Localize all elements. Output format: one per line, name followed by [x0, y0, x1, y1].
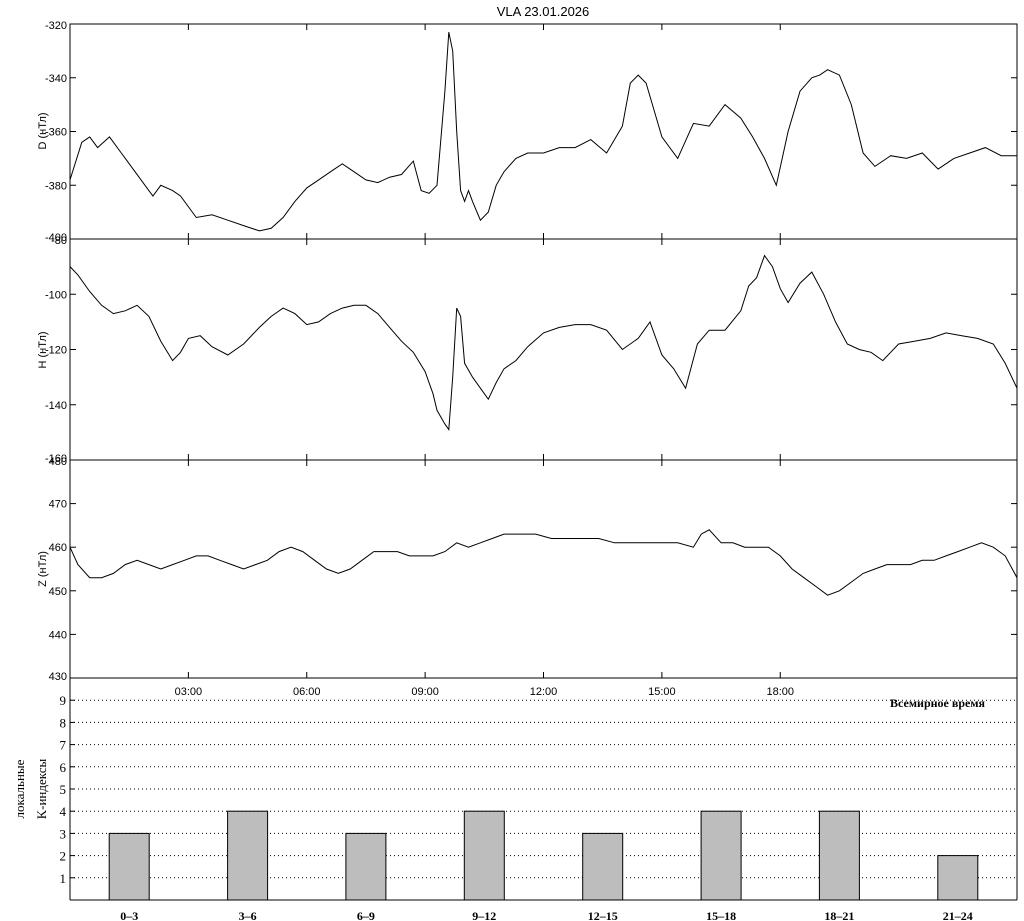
panel-z: Z (нТл) 430 440 450 460 470 480 — [37, 456, 1018, 683]
panel-z-xticks — [187, 460, 781, 678]
ytick-label: -120 — [45, 345, 67, 357]
panel-z-ylabel: Z (нТл) — [37, 551, 49, 587]
ytick-label: -360 — [45, 127, 67, 139]
ytick-label: 460 — [49, 542, 67, 554]
ytick-label: 430 — [49, 671, 67, 683]
ytick-label: -400 — [45, 232, 67, 244]
k-index-bar — [818, 810, 860, 901]
k-ylabel-line1: локальные — [12, 759, 27, 818]
ytick-label: -100 — [45, 289, 67, 301]
k-ylabel-line2: K-индексы — [34, 758, 49, 819]
k-index-bar — [582, 832, 624, 901]
k-ytick-label: 7 — [60, 738, 67, 753]
k-category-label: 3–6 — [239, 909, 257, 921]
k-ytick-label: 1 — [60, 871, 67, 886]
k-index-categories: 0–3 3–6 6–9 9–12 12–15 15–18 18–21 21–24 — [120, 909, 973, 921]
k-category-label: 0–3 — [120, 909, 138, 921]
k-category-label: 18–21 — [824, 909, 854, 921]
panel-h-xticks — [187, 239, 781, 460]
chart-title: VLA 23.01.2026 — [497, 4, 590, 19]
panel-h-frame — [69, 238, 1018, 461]
panel-z-trace — [69, 529, 1018, 596]
k-ytick-label: 3 — [60, 826, 67, 841]
ytick-label: 450 — [49, 586, 67, 598]
ytick-label: -80 — [51, 235, 67, 247]
k-ytick-label: 6 — [60, 760, 67, 775]
k-ytick-label: 8 — [60, 715, 67, 730]
ytick-label: -380 — [45, 180, 67, 192]
k-category-label: 9–12 — [472, 909, 496, 921]
time-tick-label: 12:00 — [530, 686, 558, 698]
panel-d-yticks: -400 -380 -360 -340 -320 — [45, 20, 1017, 244]
panel-h: H (нТл) -160 -140 -120 -100 -80 — [37, 235, 1018, 465]
ytick-label: -140 — [45, 400, 67, 412]
k-index-bar — [937, 855, 979, 901]
k-category-label: 21–24 — [943, 909, 973, 921]
time-tick-label: 09:00 — [411, 686, 439, 698]
k-ytick-label: 9 — [60, 693, 67, 708]
panel-d-ylabel: D (нТл) — [37, 112, 49, 149]
k-index-bar — [227, 810, 269, 901]
time-tick-label: 15:00 — [648, 686, 676, 698]
panel-h-ylabel: H (нТл) — [37, 331, 49, 368]
k-ytick-label: 4 — [60, 804, 67, 819]
k-category-label: 6–9 — [357, 909, 375, 921]
ytick-label: 470 — [49, 499, 67, 511]
k-index-yticks: 1 2 3 4 5 6 7 8 9 — [60, 693, 75, 886]
k-index-bar — [345, 832, 387, 901]
k-index-bar — [463, 810, 505, 901]
panel-z-yticks: 430 440 450 460 470 480 — [49, 456, 1017, 683]
k-index-gridlines — [70, 699, 1017, 879]
panel-d-trace — [69, 31, 1017, 232]
time-tick-label: 18:00 — [766, 686, 794, 698]
panel-h-trace — [69, 254, 1018, 432]
k-index-bars — [108, 810, 979, 901]
panel-h-yticks: -160 -140 -120 -100 -80 — [45, 235, 1017, 465]
ytick-label: 440 — [49, 629, 67, 641]
time-axis-title: Всемирное время — [890, 696, 985, 710]
panel-d-frame — [69, 23, 1018, 240]
ytick-label: -320 — [45, 20, 67, 32]
panel-d: D (нТл) -400 -380 -360 -340 -320 — [37, 20, 1018, 244]
k-ytick-label: 2 — [60, 849, 67, 864]
k-index-bar — [700, 810, 742, 901]
panel-k: 1 2 3 4 5 6 7 8 9 0–3 3–6 6–9 9–12 12–15 15–18 18–21 21… — [12, 678, 1018, 921]
k-category-label: 15–18 — [706, 909, 736, 921]
k-index-bar — [108, 832, 150, 901]
ytick-label: -160 — [45, 453, 67, 465]
time-tick-label: 03:00 — [175, 686, 203, 698]
k-ytick-label: 5 — [60, 782, 67, 797]
k-category-label: 12–15 — [588, 909, 618, 921]
time-axis-labels: 03:00 06:00 09:00 12:00 15:00 18:00 — [175, 686, 794, 698]
ytick-label: -340 — [45, 73, 67, 85]
ytick-label: 480 — [49, 456, 67, 468]
time-tick-label: 06:00 — [293, 686, 321, 698]
panel-d-xticks — [187, 24, 781, 239]
